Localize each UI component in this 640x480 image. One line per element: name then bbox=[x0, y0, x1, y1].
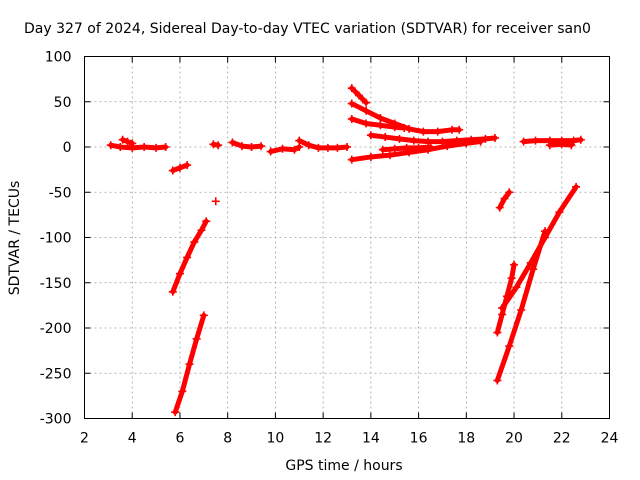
x-tick-label: 12 bbox=[314, 431, 332, 447]
data-series-arc-e bbox=[171, 311, 208, 417]
x-axis-title: GPS time / hours bbox=[285, 458, 402, 474]
data-point bbox=[576, 135, 585, 144]
data-series-arc-i bbox=[266, 143, 304, 156]
grid bbox=[84, 56, 610, 419]
data-point bbox=[490, 133, 499, 142]
y-tick-label: -300 bbox=[40, 412, 72, 428]
data-series-arc-t bbox=[498, 182, 581, 313]
data-trace bbox=[499, 284, 519, 311]
data-series-arc-j bbox=[295, 136, 351, 152]
x-tick-label: 18 bbox=[457, 431, 475, 447]
data-point bbox=[455, 125, 464, 134]
data-trace bbox=[194, 312, 207, 342]
data-trace bbox=[556, 184, 579, 215]
data-series-arc-a bbox=[106, 141, 170, 152]
data-series-arc-h bbox=[228, 138, 266, 151]
data-trace bbox=[506, 307, 524, 349]
x-tick-label: 10 bbox=[266, 431, 284, 447]
data-trace bbox=[184, 239, 197, 260]
y-axis-title: SDTVAR / TECUs bbox=[7, 181, 23, 296]
data-markers bbox=[106, 84, 585, 417]
data-trace bbox=[349, 101, 369, 114]
data-series-arc-k bbox=[347, 84, 371, 107]
x-tick-label: 8 bbox=[223, 431, 232, 447]
data-point bbox=[572, 182, 581, 191]
data-series-arc-g bbox=[209, 140, 223, 150]
axis-ticks bbox=[84, 56, 610, 419]
data-series-arc-f bbox=[211, 197, 220, 206]
data-trace bbox=[187, 336, 200, 367]
y-tick-label: -50 bbox=[49, 185, 72, 201]
data-trace bbox=[494, 343, 512, 383]
data-trace bbox=[518, 266, 536, 313]
chart-title: Day 327 of 2024, Sidereal Day-to-day VTE… bbox=[24, 21, 591, 37]
data-trace bbox=[172, 388, 185, 415]
data-point bbox=[510, 260, 519, 269]
y-tick-label: 50 bbox=[54, 95, 72, 111]
y-tick-label: -200 bbox=[40, 321, 72, 337]
data-point bbox=[211, 197, 220, 206]
data-series-arc-l bbox=[347, 99, 464, 136]
data-series-arc-p bbox=[378, 143, 435, 154]
x-tick-label: 4 bbox=[128, 431, 137, 447]
y-tick-label: -100 bbox=[40, 231, 72, 247]
data-trace bbox=[170, 271, 183, 295]
data-point bbox=[161, 143, 170, 151]
data-trace bbox=[356, 92, 369, 106]
y-tick-label: -250 bbox=[40, 366, 72, 382]
data-point bbox=[505, 188, 514, 197]
x-tick-label: 20 bbox=[505, 431, 523, 447]
data-trace bbox=[377, 115, 398, 126]
data-series-arc-s bbox=[493, 227, 550, 385]
x-tick-label: 22 bbox=[553, 431, 571, 447]
data-point bbox=[257, 142, 266, 151]
x-tick-label: 2 bbox=[80, 431, 89, 447]
x-tick-label: 24 bbox=[601, 431, 619, 447]
tick-labels: 2 4 6 8 10 12 14 16 18 20 22 24-300-250-200-150-100… bbox=[40, 50, 619, 447]
data-series-arc-m bbox=[347, 114, 409, 132]
data-point bbox=[362, 98, 371, 107]
data-point bbox=[202, 217, 211, 226]
data-series-arc-b bbox=[118, 135, 137, 148]
data-point bbox=[476, 137, 485, 146]
data-series-arc-c bbox=[168, 161, 192, 175]
data-point bbox=[183, 161, 192, 170]
data-series-arc-v bbox=[545, 140, 576, 150]
data-point bbox=[214, 141, 223, 150]
data-point bbox=[199, 311, 208, 320]
data-trace bbox=[177, 254, 190, 277]
data-trace bbox=[542, 209, 562, 240]
x-tick-label: 14 bbox=[362, 431, 380, 447]
data-trace bbox=[179, 361, 192, 394]
x-tick-label: 6 bbox=[175, 431, 184, 447]
data-trace bbox=[513, 260, 534, 290]
data-point bbox=[400, 123, 409, 132]
y-tick-label: -150 bbox=[40, 276, 72, 292]
y-tick-label: 100 bbox=[45, 50, 72, 66]
data-point bbox=[426, 143, 435, 151]
x-tick-label: 16 bbox=[410, 431, 428, 447]
data-point bbox=[128, 139, 137, 148]
data-trace bbox=[528, 235, 548, 266]
data-series-arc-q bbox=[495, 188, 514, 212]
data-point bbox=[567, 141, 576, 150]
data-trace bbox=[363, 108, 383, 121]
y-tick-label: 0 bbox=[63, 140, 72, 156]
data-series-arc-n bbox=[366, 131, 499, 146]
data-series-arc-d bbox=[168, 217, 211, 296]
data-point bbox=[343, 143, 351, 151]
